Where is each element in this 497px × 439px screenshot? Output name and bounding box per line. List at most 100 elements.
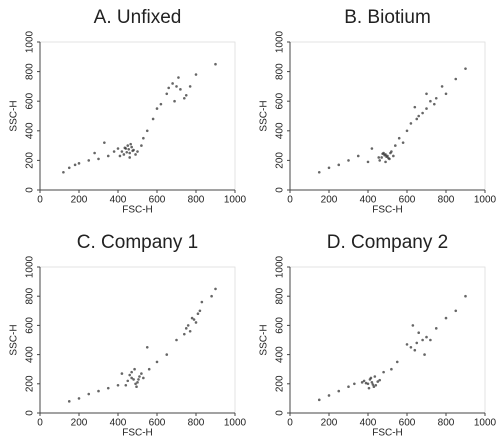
point — [370, 147, 374, 150]
point — [93, 151, 96, 155]
point — [135, 385, 138, 389]
point — [147, 367, 151, 371]
point — [134, 153, 137, 156]
point — [136, 150, 139, 153]
point — [184, 327, 188, 330]
point — [179, 88, 182, 91]
point — [140, 372, 143, 375]
y-tick-label: 600 — [25, 317, 36, 334]
panel-title: B. Biotium — [344, 7, 431, 28]
point — [337, 389, 341, 393]
point — [112, 150, 116, 153]
point — [405, 343, 409, 346]
x-axis-label: FSC-H — [122, 205, 153, 216]
point — [454, 309, 458, 313]
y-tick-label: 1000 — [25, 255, 36, 278]
x-axis-label: FSC-H — [122, 428, 153, 439]
point — [130, 145, 133, 149]
point — [137, 378, 140, 381]
point — [366, 382, 370, 386]
point — [371, 383, 375, 386]
point — [434, 327, 438, 330]
point — [155, 107, 159, 110]
y-axis-label: SSC-H — [259, 100, 270, 131]
y-tick-label: 400 — [275, 346, 286, 363]
point — [126, 144, 130, 147]
point — [124, 383, 128, 387]
point — [140, 144, 143, 147]
x-tick-label: 200 — [71, 418, 88, 429]
x-tick-label: 1000 — [224, 418, 247, 429]
point — [389, 151, 392, 155]
point — [128, 151, 131, 155]
x-tick-label: 800 — [438, 418, 455, 429]
point — [131, 149, 134, 153]
point — [444, 92, 448, 96]
panel-title: C. Company 1 — [77, 232, 198, 253]
x-tick-label: 1000 — [474, 418, 497, 429]
point — [175, 338, 178, 342]
point — [383, 153, 386, 157]
point — [440, 85, 444, 88]
x-tick-label: 0 — [287, 418, 293, 429]
point — [126, 379, 130, 383]
x-axis-label: FSC-H — [372, 205, 403, 216]
point — [151, 117, 155, 121]
panel-title: A. Unfixed — [94, 7, 182, 28]
point — [415, 341, 419, 345]
point — [159, 102, 163, 106]
point — [401, 141, 405, 144]
y-tick-label: 800 — [275, 63, 286, 80]
point — [87, 392, 91, 396]
point — [378, 378, 382, 382]
panel-title: D. Company 2 — [327, 232, 448, 253]
point — [194, 321, 198, 324]
x-tick-label: 600 — [399, 418, 416, 429]
y-tick-label: 200 — [275, 152, 286, 169]
point — [165, 92, 169, 96]
x-tick-label: 600 — [149, 418, 166, 429]
point — [421, 338, 424, 342]
point — [417, 114, 421, 118]
point — [123, 146, 127, 150]
y-tick-label: 200 — [25, 152, 36, 169]
point — [377, 156, 381, 159]
point — [423, 353, 426, 356]
point — [142, 376, 145, 380]
y-tick-label: 400 — [25, 122, 36, 139]
point — [317, 170, 321, 174]
point — [183, 332, 186, 336]
point — [198, 309, 202, 313]
point — [136, 381, 139, 384]
x-tick-label: 0 — [37, 418, 43, 429]
point — [173, 99, 176, 103]
y-axis-label: SSC-H — [9, 324, 20, 355]
point — [196, 312, 200, 316]
y-tick-label: 600 — [275, 317, 286, 334]
point — [165, 353, 169, 356]
y-tick-label: 0 — [275, 187, 286, 193]
point — [116, 147, 120, 150]
point — [409, 346, 413, 349]
y-tick-label: 1000 — [275, 255, 286, 278]
y-tick-label: 0 — [25, 187, 36, 193]
point — [120, 372, 124, 375]
point — [106, 386, 110, 390]
point — [62, 170, 65, 174]
point — [77, 397, 81, 400]
point — [413, 348, 417, 352]
point — [353, 382, 356, 386]
point — [317, 398, 321, 402]
y-tick-label: 800 — [25, 63, 36, 80]
x-tick-label: 400 — [110, 418, 127, 429]
point — [385, 155, 388, 158]
point — [454, 77, 458, 81]
x-tick-label: 600 — [399, 195, 416, 206]
point — [130, 370, 133, 374]
point — [155, 360, 159, 364]
point — [183, 96, 186, 100]
point — [214, 62, 217, 66]
point — [337, 163, 341, 167]
point — [433, 102, 436, 106]
